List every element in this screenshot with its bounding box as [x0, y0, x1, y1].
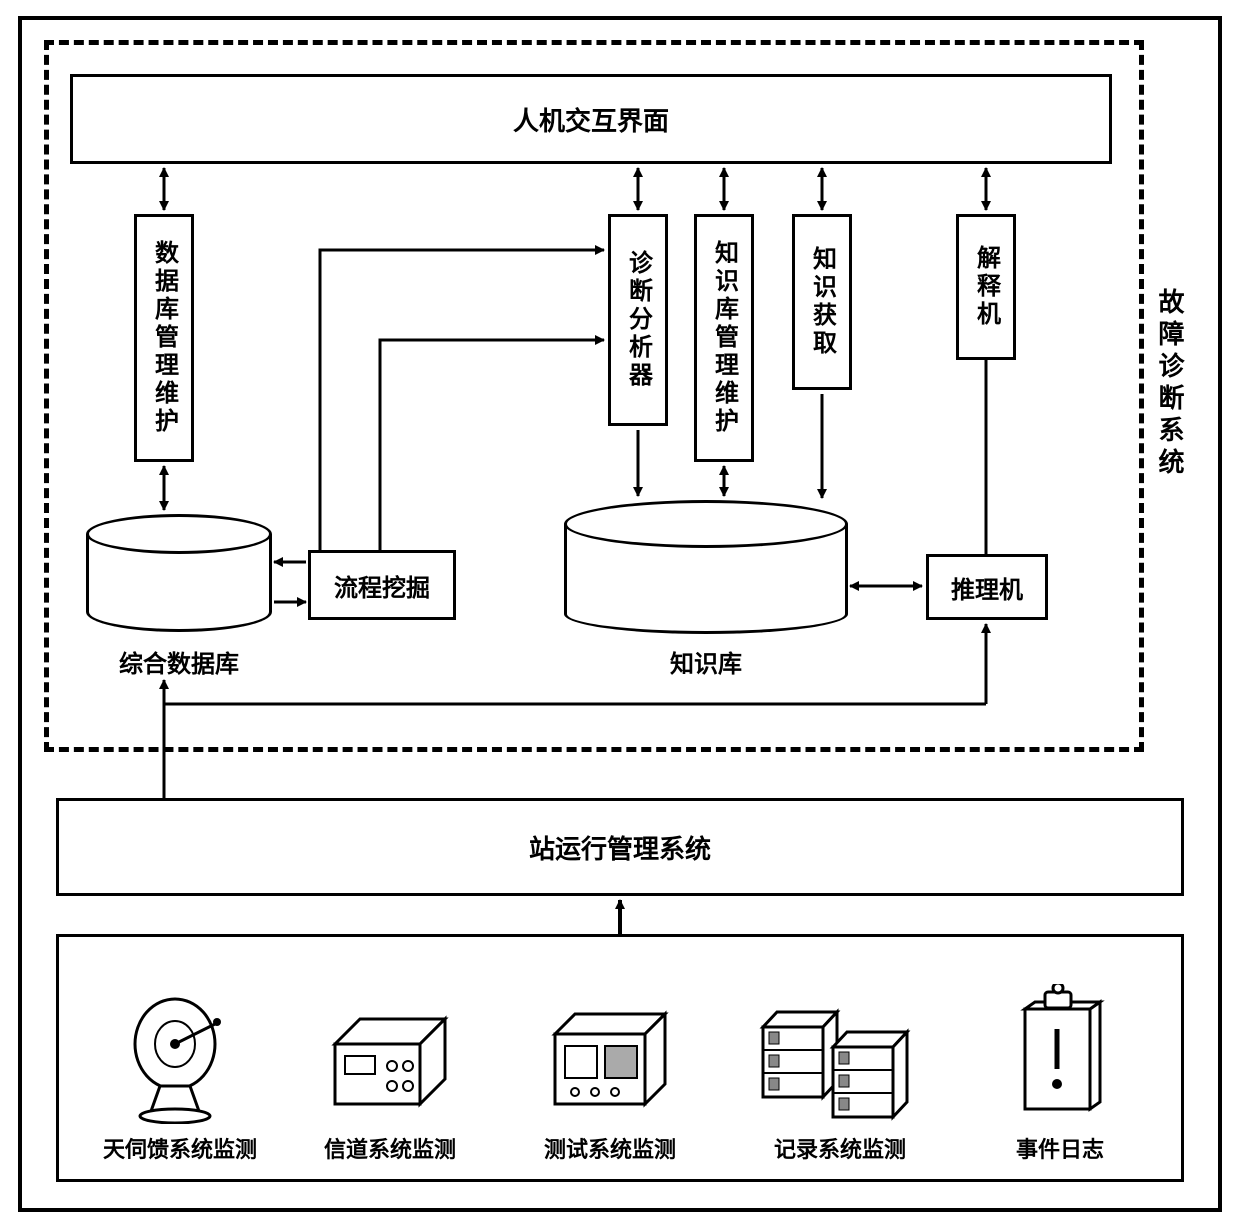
device-test: 测试系统监测 [520, 954, 700, 1164]
node-process-mining: 流程挖掘 [308, 550, 456, 620]
device-antenna-label: 天伺馈系统监测 [103, 1132, 257, 1164]
cylinder-kb-label: 知识库 [564, 644, 848, 679]
device-channel-label: 信道系统监测 [324, 1132, 456, 1164]
dish-icon [120, 994, 240, 1124]
device-antenna: 天伺馈系统监测 [90, 954, 270, 1164]
racks-icon [755, 994, 925, 1124]
device-log: 事件日志 [980, 954, 1140, 1164]
instrument-icon [540, 994, 680, 1124]
clipboard-icon [1005, 984, 1115, 1124]
node-knowledge-acq: 知识获取 [792, 214, 852, 390]
device-channel: 信道系统监测 [300, 954, 480, 1164]
node-kb-mgmt: 知识库管理维护 [694, 214, 754, 462]
node-hmi: 人机交互界面 [70, 74, 1112, 164]
device-record: 记录系统监测 [740, 954, 940, 1164]
cylinder-db-label: 综合数据库 [86, 644, 272, 679]
node-diag-analyzer: 诊断分析器 [608, 214, 668, 426]
node-interpreter: 解释机 [956, 214, 1016, 360]
diagram-canvas: 故障诊断系统 人机交互界面 数据库管理维护 诊断分析器 知识库管理维护 知识获取… [0, 0, 1240, 1228]
cylinder-comprehensive-db [86, 514, 272, 632]
node-station-mgmt: 站运行管理系统 [56, 798, 1184, 896]
system-label: 故障诊断系统 [1152, 288, 1189, 480]
device-test-label: 测试系统监测 [544, 1132, 676, 1164]
box-device-icon [320, 994, 460, 1124]
node-inference-engine: 推理机 [926, 554, 1048, 620]
device-record-label: 记录系统监测 [774, 1132, 906, 1164]
device-log-label: 事件日志 [1016, 1132, 1104, 1164]
cylinder-knowledge-base [564, 500, 848, 634]
node-db-mgmt: 数据库管理维护 [134, 214, 194, 462]
